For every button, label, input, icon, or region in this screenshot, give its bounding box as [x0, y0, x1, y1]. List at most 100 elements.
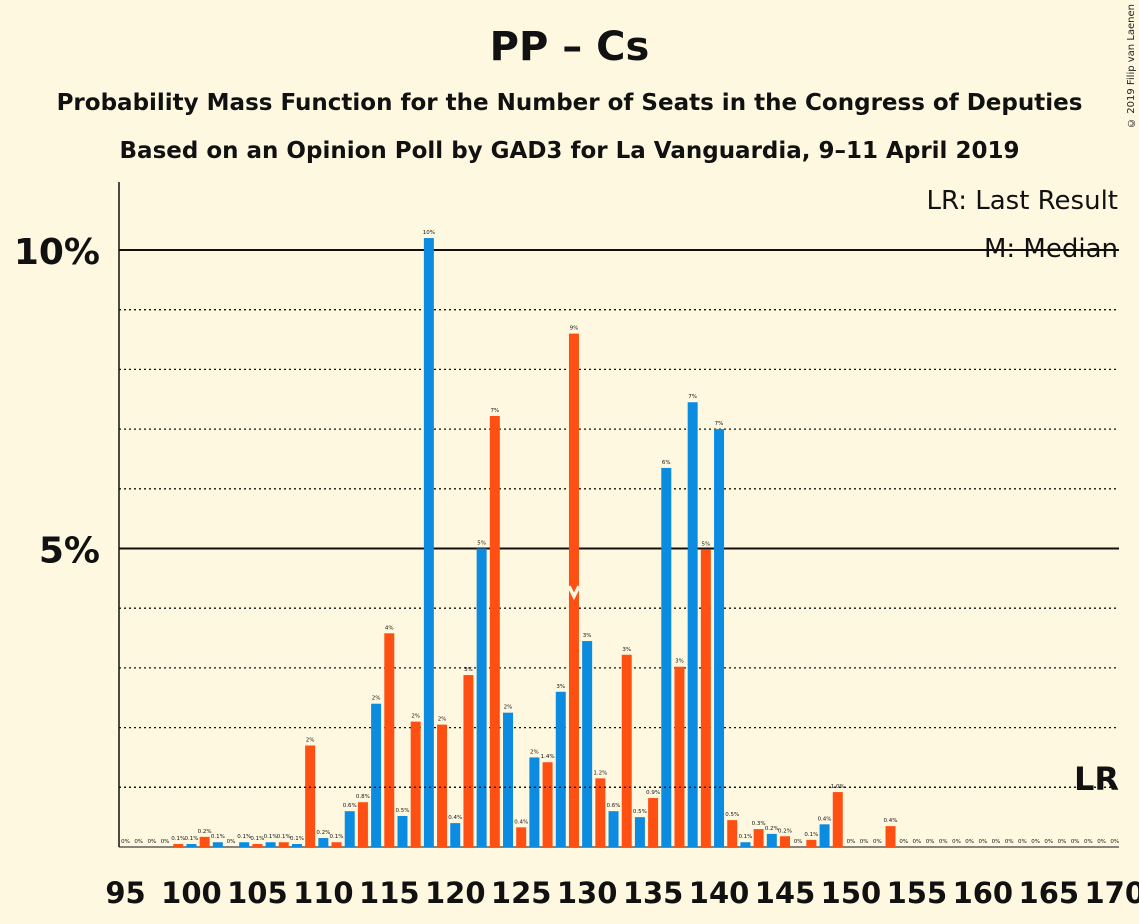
chart-subtitle: Probability Mass Function for the Number…: [56, 90, 1083, 116]
x-tick-label: 145: [755, 876, 816, 910]
data-label-cs: 0%: [227, 839, 236, 845]
bar-pp: [634, 817, 645, 847]
data-label-pp: 0.1%: [290, 836, 304, 842]
legend-median: M: Median: [984, 234, 1118, 264]
bar-pp: [423, 238, 434, 847]
data-label-cs: 9%: [570, 326, 579, 332]
data-label-cs: 0.8%: [356, 794, 370, 800]
bar-cs: [278, 842, 289, 847]
bar-pp: [265, 842, 276, 847]
bar-pp: [529, 757, 540, 847]
data-label-cs: 0%: [1071, 839, 1080, 845]
x-tick-label: 160: [953, 876, 1014, 910]
last-result-label: LR: [1074, 760, 1119, 798]
bar-cs: [252, 844, 263, 847]
data-label-pp: 0.1%: [738, 834, 752, 840]
x-tick-label: 135: [623, 876, 684, 910]
data-label-cs: 0%: [148, 839, 157, 845]
bar-cs: [305, 745, 316, 847]
x-tick-label: 105: [227, 876, 288, 910]
bar-pp: [239, 842, 250, 847]
x-tick-label: 165: [1019, 876, 1080, 910]
data-label-cs: 0.3%: [752, 821, 766, 827]
data-label-pp: 0%: [873, 839, 882, 845]
data-label-cs: 0.9%: [646, 790, 660, 796]
x-tick-label: 100: [161, 876, 222, 910]
bar-pp: [291, 844, 302, 847]
bar-pp: [450, 823, 461, 847]
data-label-pp: 6%: [662, 460, 671, 466]
bar-pp: [687, 402, 698, 847]
y-tick-label: 5%: [39, 531, 100, 572]
data-label-pp: 0%: [1058, 839, 1067, 845]
bar-pp: [661, 467, 672, 847]
y-tick-label: 10%: [14, 232, 100, 273]
data-label-pp: 0.6%: [343, 803, 357, 809]
data-label-pp: 0.1%: [264, 834, 278, 840]
data-label-cs: 0.1%: [330, 834, 344, 840]
bar-pp: [476, 548, 487, 847]
chart-source: Based on an Opinion Poll by GAD3 for La …: [119, 138, 1020, 164]
data-label-pp: 0%: [899, 839, 908, 845]
x-tick-label: 95: [105, 876, 145, 910]
bar-cs: [516, 827, 527, 847]
data-label-pp: 5%: [477, 541, 486, 547]
bar-pp: [766, 833, 777, 847]
bar-cs: [463, 675, 474, 847]
bar-pp: [318, 838, 329, 847]
data-label-cs: 2%: [438, 717, 447, 723]
bar-cs: [621, 654, 632, 847]
data-label-cs: 0%: [913, 839, 922, 845]
data-label-pp: 0%: [134, 839, 143, 845]
data-label-cs: 5%: [701, 542, 710, 548]
data-label-cs: 0%: [1044, 839, 1053, 845]
bar-cs: [674, 666, 685, 847]
data-label-cs: 0.1%: [250, 836, 264, 842]
bar-cs: [885, 826, 896, 847]
bar-pp: [344, 811, 355, 847]
data-label-pp: 0.2%: [316, 830, 330, 836]
bar-cs: [568, 333, 579, 848]
data-label-pp: 0%: [926, 839, 935, 845]
bar-cs: [832, 792, 843, 847]
data-label-cs: 0%: [1097, 839, 1106, 845]
bar-cs: [357, 802, 368, 847]
data-label-pp: 10%: [423, 230, 435, 236]
bar-cs: [700, 549, 711, 847]
bar-pp: [371, 703, 382, 847]
bar-pp: [714, 429, 725, 847]
data-label-cs: 0%: [1018, 839, 1027, 845]
x-tick-label: 115: [359, 876, 420, 910]
data-label-pp: 0%: [847, 839, 856, 845]
bar-cs: [173, 844, 184, 847]
x-tick-label: 130: [557, 876, 618, 910]
data-label-pp: 0.1%: [237, 834, 251, 840]
legend-last-result: LR: Last Result: [926, 186, 1118, 216]
data-label-pp: 7%: [688, 394, 697, 400]
data-label-pp: 0.4%: [448, 815, 462, 821]
bar-cs: [199, 836, 210, 847]
data-label-cs: 1.4%: [541, 754, 555, 760]
bar-pp: [819, 824, 830, 847]
data-label-cs: 0%: [121, 839, 130, 845]
data-label-pp: 0%: [1084, 839, 1093, 845]
data-label-cs: 2%: [306, 738, 315, 744]
data-label-cs: 1.2%: [593, 770, 607, 776]
bar-cs: [595, 778, 606, 847]
bar-pp: [212, 842, 223, 847]
data-label-pp: 0%: [1031, 839, 1040, 845]
bar-cs: [331, 842, 342, 847]
data-label-cs: 0.2%: [198, 829, 212, 835]
data-label-pp: 3%: [556, 684, 565, 690]
data-label-cs: 0.2%: [778, 828, 792, 834]
bar-cs: [780, 836, 790, 847]
x-tick-label: 150: [821, 876, 882, 910]
bar-pp: [582, 641, 593, 847]
data-label-cs: 0.4%: [884, 818, 898, 824]
data-label-pp: 0.1%: [184, 836, 198, 842]
bar-pp: [740, 842, 751, 847]
bar-cs: [648, 798, 659, 847]
data-label-pp: 0%: [794, 839, 803, 845]
data-label-cs: 0.5%: [725, 812, 739, 818]
